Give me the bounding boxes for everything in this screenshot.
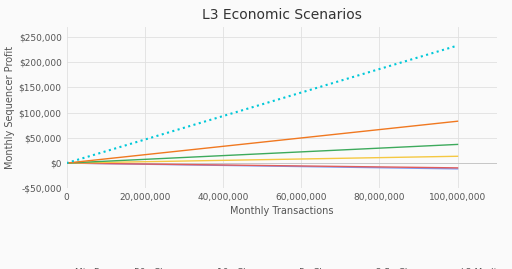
2.5x Cheaper <box>251 141 258 144</box>
5x Cheaper <box>455 143 461 146</box>
2.5x Cheaper <box>455 120 461 123</box>
Line: Min Fee: Min Fee <box>67 163 458 169</box>
2.5x Cheaper <box>275 139 281 142</box>
50x Cheaper <box>63 161 70 165</box>
50x Cheaper <box>275 164 281 167</box>
L2 Median <box>251 105 258 108</box>
Min Fee <box>251 164 258 168</box>
Line: 50x Cheaper: 50x Cheaper <box>67 163 458 168</box>
L2 Median <box>455 44 461 47</box>
Min Fee <box>275 165 281 168</box>
L2 Median <box>296 91 303 95</box>
Min Fee <box>384 166 390 169</box>
5x Cheaper <box>251 153 258 156</box>
5x Cheaper <box>384 146 390 149</box>
Legend: Min Fee, 50x Cheaper, 10x Cheaper, 5x Cheaper, 2.5x Cheaper, L2 Median: Min Fee, 50x Cheaper, 10x Cheaper, 5x Ch… <box>56 268 507 269</box>
5x Cheaper <box>445 143 451 147</box>
Min Fee <box>63 161 70 165</box>
Title: L3 Economic Scenarios: L3 Economic Scenarios <box>202 8 361 22</box>
2.5x Cheaper <box>445 121 451 124</box>
Min Fee <box>455 167 461 171</box>
L2 Median <box>249 106 255 109</box>
10x Cheaper <box>445 155 451 158</box>
10x Cheaper <box>384 156 390 159</box>
50x Cheaper <box>455 166 461 169</box>
Min Fee <box>249 164 255 167</box>
L2 Median <box>63 161 70 165</box>
5x Cheaper <box>63 161 70 165</box>
10x Cheaper <box>251 158 258 161</box>
L2 Median <box>275 98 281 101</box>
2.5x Cheaper <box>63 161 70 165</box>
Line: 5x Cheaper: 5x Cheaper <box>67 144 458 163</box>
10x Cheaper <box>275 158 281 161</box>
50x Cheaper <box>445 166 451 169</box>
5x Cheaper <box>296 150 303 154</box>
Line: 2.5x Cheaper: 2.5x Cheaper <box>67 121 458 163</box>
50x Cheaper <box>296 164 303 168</box>
10x Cheaper <box>249 158 255 161</box>
2.5x Cheaper <box>249 141 255 145</box>
2.5x Cheaper <box>296 137 303 140</box>
L2 Median <box>384 65 390 68</box>
L2 Median <box>445 47 451 50</box>
5x Cheaper <box>275 151 281 155</box>
Min Fee <box>445 167 451 170</box>
X-axis label: Monthly Transactions: Monthly Transactions <box>230 206 333 216</box>
Min Fee <box>296 165 303 168</box>
5x Cheaper <box>249 153 255 156</box>
10x Cheaper <box>455 155 461 158</box>
50x Cheaper <box>384 165 390 169</box>
Line: L2 Median: L2 Median <box>67 45 458 163</box>
50x Cheaper <box>251 164 258 167</box>
Y-axis label: Monthly Sequencer Profit: Monthly Sequencer Profit <box>5 46 14 169</box>
2.5x Cheaper <box>384 127 390 130</box>
50x Cheaper <box>249 164 255 167</box>
10x Cheaper <box>63 161 70 165</box>
Line: 10x Cheaper: 10x Cheaper <box>67 156 458 163</box>
10x Cheaper <box>296 157 303 161</box>
